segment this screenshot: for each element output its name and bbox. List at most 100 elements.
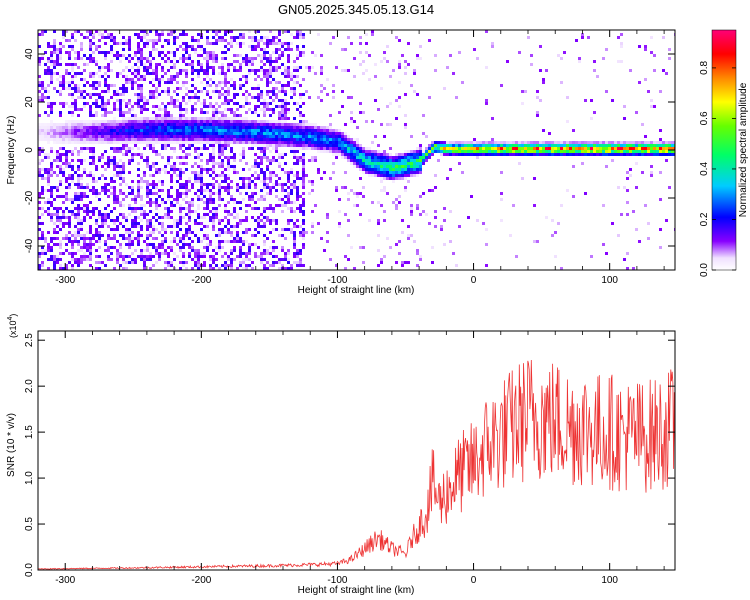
heatmap-cell — [263, 69, 266, 72]
heatmap-cell — [167, 261, 170, 264]
heatmap-cell — [284, 105, 287, 108]
heatmap-cell — [149, 258, 152, 261]
heatmap-cell — [422, 156, 425, 159]
heatmap-cell — [68, 81, 71, 84]
heatmap-cell — [137, 243, 140, 246]
heatmap-cell — [146, 138, 149, 141]
heatmap-cell — [155, 252, 158, 255]
heatmap-cell — [65, 150, 68, 153]
heatmap-cell — [440, 153, 443, 156]
heatmap-cell — [446, 141, 449, 144]
heatmap-cell — [38, 222, 41, 225]
heatmap-cell — [80, 141, 83, 144]
heatmap-cell — [269, 96, 272, 99]
heatmap-cell — [182, 240, 185, 243]
heatmap-cell — [176, 132, 179, 135]
heatmap-cell — [608, 153, 611, 156]
heatmap-cell — [128, 207, 131, 210]
heatmap-cell — [269, 30, 272, 33]
heatmap-cell — [386, 45, 389, 48]
heatmap-cell — [245, 141, 248, 144]
heatmap-cell — [137, 75, 140, 78]
heatmap-cell — [284, 66, 287, 69]
heatmap-cell — [515, 255, 518, 258]
y-tick-label: 0 — [24, 147, 35, 153]
heatmap-cell — [80, 42, 83, 45]
heatmap-cell — [611, 222, 614, 225]
heatmap-cell — [431, 261, 434, 264]
heatmap-cell — [386, 123, 389, 126]
heatmap-cell — [104, 138, 107, 141]
heatmap-cell — [665, 72, 668, 75]
heatmap-cell — [296, 45, 299, 48]
heatmap-cell — [239, 66, 242, 69]
heatmap-cell — [104, 186, 107, 189]
heatmap-cell — [356, 138, 359, 141]
heatmap-cell — [275, 174, 278, 177]
heatmap-cell — [569, 141, 572, 144]
heatmap-cell — [260, 57, 263, 60]
heatmap-cell — [179, 111, 182, 114]
heatmap-cell — [251, 69, 254, 72]
heatmap-cell — [92, 87, 95, 90]
heatmap-cell — [140, 51, 143, 54]
heatmap-cell — [278, 42, 281, 45]
heatmap-cell — [209, 267, 212, 270]
heatmap-cell — [143, 117, 146, 120]
heatmap-cell — [221, 198, 224, 201]
heatmap-cell — [566, 120, 569, 123]
heatmap-cell — [104, 126, 107, 129]
heatmap-cell — [635, 150, 638, 153]
heatmap-cell — [59, 267, 62, 270]
heatmap-cell — [167, 192, 170, 195]
heatmap-cell — [527, 150, 530, 153]
heatmap-cell — [605, 165, 608, 168]
heatmap-cell — [269, 69, 272, 72]
heatmap-cell — [173, 222, 176, 225]
heatmap-cell — [38, 138, 41, 141]
heatmap-cell — [245, 264, 248, 267]
heatmap-cell — [344, 141, 347, 144]
heatmap-cell — [608, 150, 611, 153]
heatmap-cell — [254, 36, 257, 39]
heatmap-cell — [224, 120, 227, 123]
heatmap-cell — [200, 45, 203, 48]
heatmap-cell — [398, 195, 401, 198]
heatmap-cell — [644, 144, 647, 147]
heatmap-cell — [149, 255, 152, 258]
heatmap-cell — [377, 171, 380, 174]
heatmap-cell — [152, 135, 155, 138]
heatmap-cell — [68, 45, 71, 48]
heatmap-cell — [77, 54, 80, 57]
heatmap-cell — [260, 162, 263, 165]
heatmap-cell — [215, 84, 218, 87]
heatmap-cell — [173, 132, 176, 135]
heatmap-cell — [74, 252, 77, 255]
heatmap-cell — [587, 150, 590, 153]
heatmap-cell — [239, 69, 242, 72]
heatmap-cell — [74, 63, 77, 66]
heatmap-cell — [320, 150, 323, 153]
heatmap-cell — [182, 252, 185, 255]
heatmap-cell — [116, 174, 119, 177]
heatmap-cell — [173, 120, 176, 123]
heatmap-cell — [68, 162, 71, 165]
heatmap-cell — [215, 234, 218, 237]
heatmap-cell — [80, 135, 83, 138]
heatmap-cell — [275, 150, 278, 153]
heatmap-cell — [161, 51, 164, 54]
heatmap-cell — [308, 69, 311, 72]
heatmap-cell — [47, 207, 50, 210]
heatmap-cell — [272, 210, 275, 213]
heatmap-cell — [155, 114, 158, 117]
heatmap-cell — [101, 138, 104, 141]
heatmap-cell — [44, 87, 47, 90]
heatmap-cell — [164, 249, 167, 252]
heatmap-cell — [197, 213, 200, 216]
heatmap-cell — [335, 189, 338, 192]
heatmap-cell — [98, 39, 101, 42]
heatmap-cell — [551, 234, 554, 237]
heatmap-cell — [137, 186, 140, 189]
heatmap-cell — [101, 114, 104, 117]
heatmap-cell — [386, 105, 389, 108]
